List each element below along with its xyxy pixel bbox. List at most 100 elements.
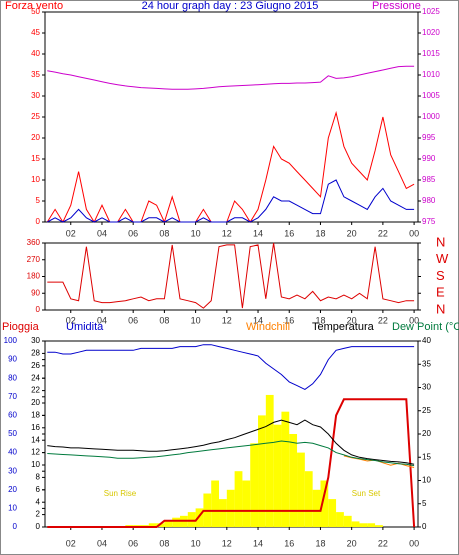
- y-tick-label: 50: [31, 7, 40, 16]
- line-series: [46, 110, 415, 224]
- y2-tick-label: 25: [422, 406, 431, 415]
- bar: [281, 411, 290, 527]
- y3-tick-label: 14: [31, 435, 40, 444]
- y2-tick-label: 975: [422, 217, 436, 226]
- bar: [351, 521, 360, 527]
- y2-tick-label: 990: [422, 154, 436, 163]
- y-tick-label: 25: [31, 112, 40, 121]
- bar: [242, 480, 251, 527]
- bar: [187, 512, 196, 527]
- line-series: [47, 179, 415, 223]
- y2-axis-title: Pressione: [372, 0, 421, 12]
- annotation: Sun Set: [352, 489, 381, 498]
- y-tick-label: 0: [13, 522, 18, 531]
- y3-tick-label: 16: [31, 423, 40, 432]
- legend-entry: Umidita: [66, 321, 104, 333]
- y-tick-label: 180: [27, 272, 41, 281]
- legend-entry: Temperatura: [312, 321, 375, 333]
- x-tick-label: 20: [347, 538, 357, 548]
- y-tick-label: 80: [8, 373, 17, 382]
- y-tick-label: 40: [8, 448, 17, 457]
- line-series: [47, 242, 415, 309]
- y-tick-label: 90: [8, 355, 17, 364]
- y2-tick-label: 20: [422, 429, 431, 438]
- line-series: [47, 65, 415, 90]
- x-tick-label: 16: [284, 538, 294, 548]
- y2-tick-label: 30: [422, 383, 431, 392]
- x-tick-label: 00: [409, 228, 419, 238]
- annotation: Sun Rise: [104, 489, 137, 498]
- y3-tick-label: 22: [31, 386, 40, 395]
- x-tick-label: 02: [66, 315, 76, 325]
- y2-tick-label: 10: [422, 476, 431, 485]
- x-tick-label: 18: [315, 228, 325, 238]
- y-tick-label: 35: [31, 70, 40, 79]
- x-tick-label: 02: [66, 228, 76, 238]
- bar: [289, 434, 298, 527]
- x-tick-label: 22: [378, 315, 388, 325]
- bar: [172, 517, 180, 527]
- line-series: [47, 440, 415, 467]
- x-tick-label: 08: [159, 538, 169, 548]
- y2-tick-label: 1000: [422, 112, 440, 121]
- x-tick-label: 18: [315, 315, 325, 325]
- y2-tick-label: 1025: [422, 7, 440, 16]
- y-tick-label: 50: [8, 429, 17, 438]
- y2-tick-label: S: [436, 268, 445, 283]
- x-tick-label: 00: [409, 315, 419, 325]
- bar: [226, 489, 235, 527]
- bar: [297, 452, 305, 527]
- x-tick-label: 06: [128, 538, 138, 548]
- bar: [343, 515, 352, 527]
- x-tick-label: 04: [97, 538, 107, 548]
- bar: [250, 443, 259, 527]
- y-tick-label: 5: [36, 196, 41, 205]
- x-tick-label: 10: [191, 538, 201, 548]
- y-tick-label: 10: [8, 504, 17, 513]
- y2-tick-label: W: [436, 251, 449, 266]
- y-tick-label: 70: [8, 392, 17, 401]
- x-tick-label: 22: [378, 228, 388, 238]
- bar: [320, 480, 329, 527]
- x-tick-label: 04: [97, 228, 107, 238]
- x-tick-label: 16: [284, 228, 294, 238]
- x-tick-label: 20: [347, 315, 357, 325]
- y3-tick-label: 2: [36, 510, 41, 519]
- y2-tick-label: 1010: [422, 70, 440, 79]
- legend-entry: Windchill: [246, 321, 290, 333]
- x-tick-label: 08: [159, 228, 169, 238]
- y2-tick-label: 5: [422, 499, 427, 508]
- bar: [234, 471, 243, 527]
- y2-tick-label: 1015: [422, 49, 440, 58]
- legend-entry: Dew Point (°C: [392, 321, 459, 333]
- bar: [359, 523, 368, 527]
- y3-tick-label: 18: [31, 411, 40, 420]
- bar: [312, 489, 321, 527]
- y3-tick-label: 28: [31, 349, 40, 358]
- bar: [273, 424, 282, 527]
- x-tick-label: 16: [284, 315, 294, 325]
- y3-tick-label: 10: [31, 460, 40, 469]
- y-tick-label: 15: [31, 154, 40, 163]
- y3-tick-label: 6: [36, 485, 41, 494]
- x-tick-label: 18: [315, 538, 325, 548]
- x-tick-label: 08: [159, 315, 169, 325]
- y-tick-label: 40: [31, 49, 40, 58]
- y-tick-label: 0: [36, 305, 41, 314]
- legend-entry: Pioggia: [2, 321, 40, 333]
- y-tick-label: 30: [8, 466, 17, 475]
- x-tick-label: 12: [222, 315, 232, 325]
- x-tick-label: 04: [97, 315, 107, 325]
- x-tick-label: 10: [191, 228, 201, 238]
- x-tick-label: 12: [222, 538, 232, 548]
- bar: [265, 394, 274, 527]
- y2-tick-label: 1005: [422, 91, 440, 100]
- bar: [148, 523, 157, 527]
- bar: [367, 523, 376, 527]
- y2-tick-label: 1020: [422, 28, 440, 37]
- bar: [304, 471, 313, 527]
- y2-tick-label: 40: [422, 336, 431, 345]
- y2-tick-label: 980: [422, 196, 436, 205]
